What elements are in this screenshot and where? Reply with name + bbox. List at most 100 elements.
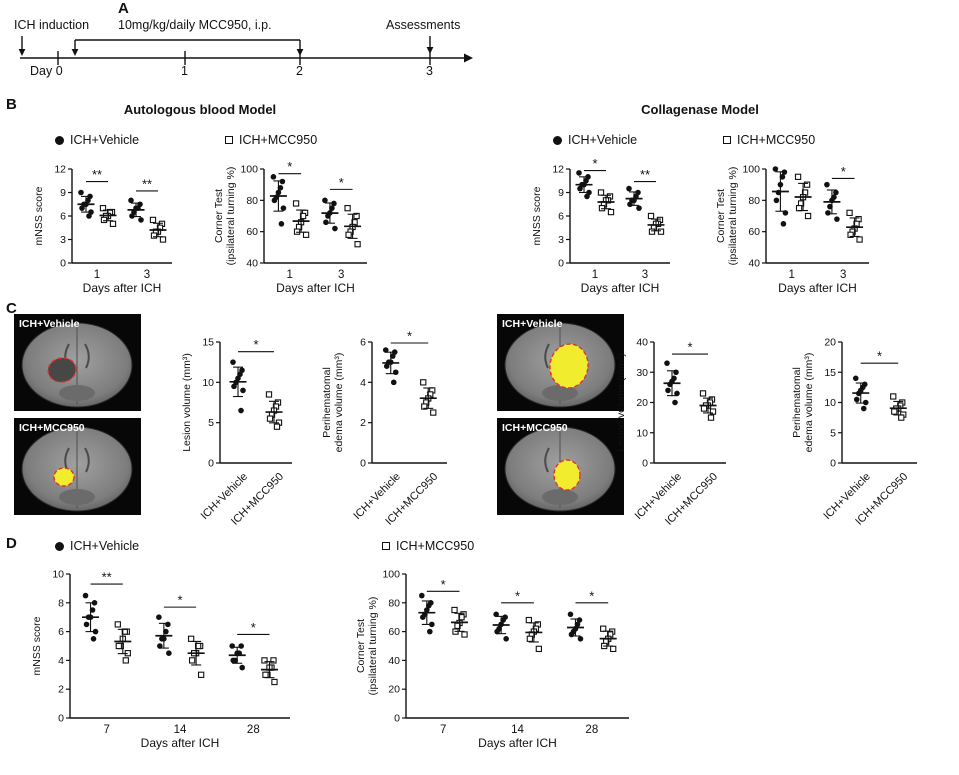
svg-text:mNSS score: mNSS score [33, 186, 45, 245]
timeline-day0-label: Day 0 [30, 64, 63, 78]
panel-c-label: C [6, 300, 17, 317]
svg-text:40: 40 [246, 258, 258, 270]
svg-text:Days after ICH: Days after ICH [141, 736, 220, 750]
lesion-overlay [549, 343, 589, 389]
svg-text:3: 3 [338, 269, 344, 281]
timeline-day1-label: 1 [181, 64, 188, 78]
svg-text:100: 100 [742, 164, 760, 176]
svg-text:6: 6 [58, 626, 64, 638]
svg-text:1: 1 [287, 269, 293, 281]
panel-b-behavior: B Autologous blood Model Collagenase Mod… [0, 95, 959, 300]
svg-text:10: 10 [636, 427, 648, 439]
svg-text:Days after ICH: Days after ICH [581, 281, 660, 295]
svg-text:Corner Test: Corner Test [213, 189, 225, 243]
svg-text:(ipsilateral turning %): (ipsilateral turning %) [225, 167, 237, 266]
panel-b-label: B [6, 96, 17, 113]
svg-text:14: 14 [174, 724, 187, 736]
chart-autologous-edema-volume: 0 2 4 6 Perihematomal edema volume (mm³) ICH+V… [318, 330, 455, 535]
svg-text:Corner Test: Corner Test [355, 619, 367, 673]
svg-text:0: 0 [558, 258, 564, 270]
svg-text:0: 0 [360, 458, 366, 470]
filled-circle-marker-icon [55, 135, 64, 145]
mri-label: ICH+MCC950 [19, 422, 85, 434]
svg-text:6: 6 [60, 211, 66, 223]
svg-text:Days after ICH: Days after ICH [83, 281, 162, 295]
panel-a-timeline: A ICH induction 10m [0, 0, 520, 95]
svg-text:*: * [592, 157, 597, 171]
chart-autologous-lesion-volume: 0 5 10 15 Lesion volume (mm³) ICH+Vehicle ICH+… [178, 330, 300, 535]
chart-collagenase-corner-test: 40 60 80 100 Corner Test (ipsilateral turning… [712, 157, 877, 297]
svg-text:Corner Test: Corner Test [715, 189, 727, 243]
svg-text:20: 20 [824, 337, 836, 349]
svg-text:4: 4 [58, 655, 64, 667]
svg-text:10: 10 [202, 377, 214, 389]
chart-autologous-corner-test: 40 60 80 100 Corner Test (ipsilateral turning… [210, 157, 375, 297]
svg-text:0: 0 [60, 258, 66, 270]
legend-item-vehicle-longterm: ICH+Vehicle [55, 539, 139, 553]
mri-label: ICH+Vehicle [19, 318, 80, 330]
svg-text:10: 10 [824, 397, 836, 409]
svg-text:Days after ICH: Days after ICH [478, 736, 557, 750]
svg-text:80: 80 [748, 195, 760, 207]
svg-text:mNSS score: mNSS score [531, 186, 543, 245]
svg-text:edema volume (mm³): edema volume (mm³) [333, 353, 345, 453]
timeline-day2-label: 2 [296, 64, 303, 78]
mri-autologous-mcc950: ICH+MCC950 [14, 418, 141, 515]
svg-text:Perihematomal: Perihematomal [791, 367, 803, 438]
svg-text:**: ** [92, 167, 102, 182]
svg-text:1: 1 [789, 269, 795, 281]
legend-item-mcc950-collagenase: ICH+MCC950 [723, 133, 815, 147]
lesion-overlay [553, 459, 581, 491]
svg-text:60: 60 [388, 626, 400, 638]
timeline-day3-label: 3 [426, 64, 433, 78]
svg-text:3: 3 [642, 269, 648, 281]
mri-label: ICH+MCC950 [502, 422, 568, 434]
svg-text:30: 30 [636, 367, 648, 379]
svg-text:1: 1 [592, 269, 598, 281]
svg-text:4: 4 [360, 377, 366, 389]
open-square-marker-icon [225, 136, 233, 144]
svg-text:6: 6 [360, 337, 366, 349]
svg-text:*: * [841, 164, 846, 179]
svg-text:9: 9 [558, 187, 564, 199]
legend-label: ICH+MCC950 [396, 539, 475, 553]
mri-collagenase-vehicle: ICH+Vehicle [497, 314, 624, 411]
autologous-model-title: Autologous blood Model [123, 102, 277, 117]
panel-d-label: D [6, 535, 17, 552]
svg-text:2: 2 [360, 417, 366, 429]
timeline-assessments-label: Assessments [386, 18, 461, 32]
svg-text:80: 80 [388, 597, 400, 609]
svg-text:3: 3 [558, 234, 564, 246]
svg-text:15: 15 [202, 337, 214, 349]
svg-text:100: 100 [240, 164, 258, 176]
svg-text:**: ** [142, 176, 152, 191]
legend-label: ICH+MCC950 [239, 133, 318, 147]
svg-text:15: 15 [824, 367, 836, 379]
svg-text:*: * [589, 588, 594, 603]
svg-text:80: 80 [246, 195, 258, 207]
svg-text:*: * [441, 577, 446, 592]
svg-text:Days after ICH: Days after ICH [276, 281, 355, 295]
svg-text:9: 9 [60, 187, 66, 199]
svg-text:**: ** [102, 570, 112, 585]
chart-collagenase-lesion-volume: 0 10 20 30 40 Lesion volume (mm³) ICH+Vehicle I… [612, 330, 734, 535]
svg-text:mNSS score: mNSS score [31, 616, 43, 675]
svg-text:1: 1 [94, 269, 100, 281]
filled-circle-marker-icon [55, 541, 64, 551]
legend-label: ICH+MCC950 [737, 133, 816, 147]
lesion-overlay [53, 467, 75, 487]
svg-text:Days after ICH: Days after ICH [778, 281, 857, 295]
mri-label: ICH+Vehicle [502, 318, 563, 330]
svg-text:40: 40 [636, 337, 648, 349]
svg-text:*: * [287, 159, 292, 174]
timeline-diagram [18, 36, 473, 65]
svg-text:*: * [251, 620, 256, 635]
legend-label: ICH+Vehicle [70, 539, 140, 553]
svg-text:3: 3 [144, 269, 150, 281]
svg-text:0: 0 [58, 713, 64, 725]
svg-text:5: 5 [208, 417, 214, 429]
svg-text:*: * [177, 593, 182, 608]
svg-text:6: 6 [558, 211, 564, 223]
svg-text:Perihematomal: Perihematomal [321, 367, 333, 438]
svg-text:edema volume (mm³): edema volume (mm³) [803, 353, 815, 453]
